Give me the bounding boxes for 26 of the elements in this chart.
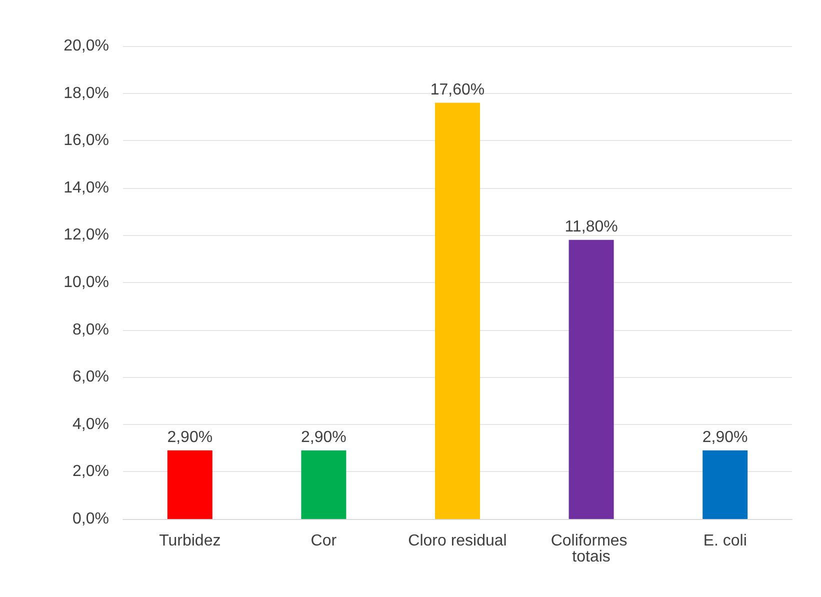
- y-tick-label: 10,0%: [64, 274, 109, 291]
- bar: [167, 450, 212, 519]
- bar: [702, 450, 748, 519]
- x-tick-label: Cor: [310, 532, 338, 550]
- y-tick-label: 18,0%: [64, 84, 109, 102]
- bar: [568, 240, 614, 519]
- y-tick-label: 8,0%: [72, 321, 109, 338]
- y-tick-label: 2,0%: [72, 463, 109, 480]
- y-tick-label: 20,0%: [64, 38, 109, 54]
- x-tick-label: E. coli: [703, 532, 747, 550]
- data-label: 2,90%: [167, 428, 213, 446]
- data-label: 2,90%: [301, 428, 346, 446]
- y-tick-label: 4,0%: [72, 416, 109, 433]
- x-tick-label: Turbidez: [159, 532, 221, 550]
- bar: [435, 102, 480, 519]
- y-tick-label: 0,0%: [72, 510, 109, 528]
- data-label: 2,90%: [702, 428, 748, 446]
- y-tick-label: 14,0%: [64, 179, 109, 196]
- data-label: 17,60%: [430, 81, 485, 98]
- y-tick-label: 6,0%: [72, 368, 109, 386]
- bar: [301, 450, 346, 519]
- y-tick-label: 12,0%: [64, 226, 109, 244]
- x-tick-label: Coliformes totais: [550, 532, 632, 566]
- x-tick-label: Cloro residual: [408, 532, 507, 550]
- y-tick-label: 16,0%: [64, 132, 109, 150]
- data-label: 11,80%: [564, 218, 618, 236]
